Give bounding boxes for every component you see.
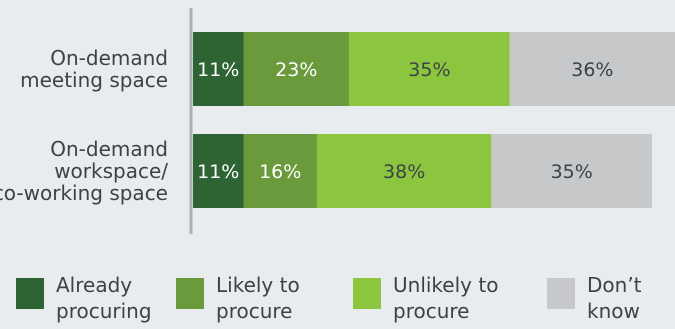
bar-segment (193, 134, 244, 208)
category-label: On-demand meeting space (20, 46, 168, 92)
data-label: 11% (197, 161, 239, 183)
legend-swatch (16, 278, 44, 309)
legend-label: Unlikely to procure (393, 273, 498, 323)
legend-swatch (353, 278, 381, 309)
data-label: 35% (551, 161, 593, 183)
bar-segment (193, 32, 244, 106)
legend-swatch (547, 278, 575, 309)
bar-segment (243, 134, 317, 208)
legend-label: Likely to procure (216, 273, 300, 323)
bar-segment (509, 32, 675, 106)
data-label: 16% (259, 161, 301, 183)
data-label: 38% (383, 161, 425, 183)
data-label: 35% (408, 59, 450, 81)
data-label: 11% (197, 59, 239, 81)
bar-segment (491, 134, 653, 208)
bar-segment (243, 32, 350, 106)
legend-label: Don’t know (587, 273, 642, 323)
data-label: 23% (275, 59, 317, 81)
legend-swatch (176, 278, 204, 309)
category-label: On-demand workspace/co-working space (0, 137, 168, 205)
legend-label: Already procuring (56, 273, 152, 323)
bar-segment (349, 32, 510, 106)
bar-segment (316, 134, 492, 208)
data-label: 36% (571, 59, 613, 81)
